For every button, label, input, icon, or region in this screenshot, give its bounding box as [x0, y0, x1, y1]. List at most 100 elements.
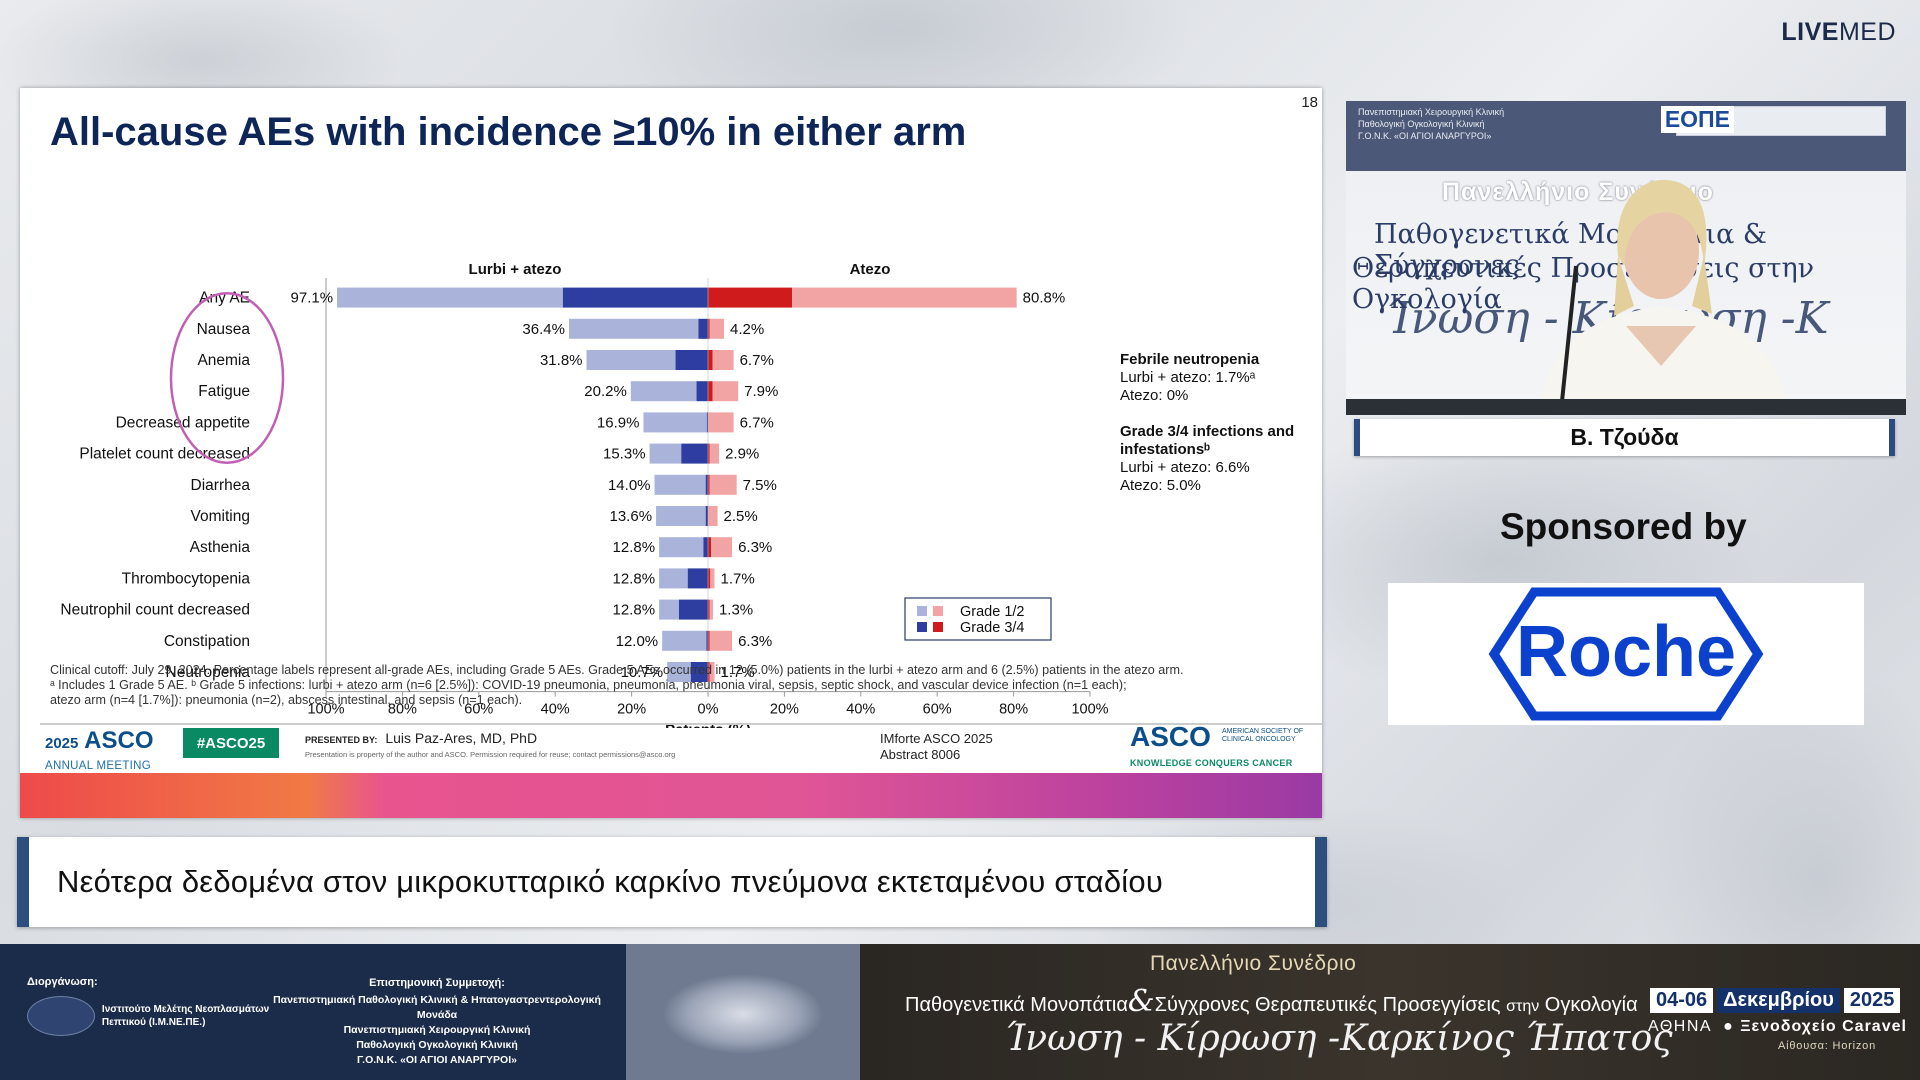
bar-right-grade12 — [709, 474, 737, 495]
legend-swatch-left-grade34 — [917, 622, 927, 632]
conference-info: Πανελλήνιο Συνέδριο Παθογενετικά Μονοπάτ… — [860, 944, 1920, 1080]
data-label-right: 6.3% — [738, 633, 772, 650]
bar-right-grade34 — [708, 318, 710, 339]
conference-date: 04-06 Δεκεμβρίου 2025 — [1650, 988, 1901, 1013]
bar-left-grade12 — [568, 318, 699, 339]
category-label: Decreased appetite — [116, 414, 250, 431]
bar-right-grade12 — [708, 506, 718, 526]
bar-left-grade12 — [659, 537, 704, 558]
bar-right-grade12 — [709, 630, 733, 651]
x-tick-label: 20% — [617, 702, 646, 718]
arm-label-right: Atezo — [850, 261, 891, 278]
x-tick-label: 20% — [770, 702, 799, 718]
legend-label-grade12: Grade 1/2 — [960, 604, 1025, 620]
legend-swatch-right-grade12 — [933, 606, 943, 616]
bar-right-grade12 — [792, 287, 1017, 308]
category-label: Diarrhea — [191, 477, 251, 494]
bar-right-grade34 — [708, 568, 711, 589]
bar-left-grade34 — [705, 474, 708, 495]
bar-left-grade12 — [586, 350, 676, 370]
imnepe-logo — [27, 996, 95, 1036]
asco-annual-meeting-logo: 2025 ASCO ANNUAL MEETING — [45, 727, 154, 773]
bar-right-grade12 — [709, 318, 725, 339]
bar-right-grade12 — [709, 443, 720, 464]
bar-right-grade12 — [708, 412, 734, 433]
bar-left-grade12 — [630, 381, 697, 402]
bar-left-grade34 — [706, 412, 708, 433]
conference-location: ΑΘΗΝΑ ● Ξενοδοχείο Caravel — [1648, 1018, 1907, 1035]
conference-banner: Διοργάνωση: Ινστιτούτο Μελέτης Νεοπλασμά… — [0, 944, 1920, 1080]
category-label: Neutrophil count decreased — [60, 602, 250, 619]
side-notes: Febrile neutropenia Lurbi + atezo: 1.7%ᵃ… — [1120, 351, 1320, 513]
data-label-left: 36.4% — [522, 321, 565, 338]
data-label-right: 2.9% — [725, 446, 759, 463]
bar-right-grade12 — [711, 537, 733, 558]
legend-swatch-left-grade12 — [917, 606, 927, 616]
bar-left-grade12 — [662, 630, 707, 651]
bar-left-grade12 — [643, 412, 707, 433]
category-label: Fatigue — [198, 383, 250, 400]
bar-right-grade34 — [708, 287, 793, 308]
ae-diverging-bar-chart: Lurbi + atezo Atezo 100% 80% 60% 40% 20% 0% 20% 4… — [60, 261, 1108, 728]
bar-left-grade12 — [649, 443, 682, 464]
data-label-right: 6.7% — [740, 352, 774, 369]
scientific-participation-block: Επιστημονική Συμμετοχή: Πανεπιστημιακή Π… — [273, 977, 601, 1066]
data-label-left: 12.8% — [613, 602, 656, 619]
bar-left-grade34 — [562, 287, 708, 308]
bar-right-grade34 — [708, 381, 713, 402]
bar-left-grade34 — [706, 630, 708, 651]
bar-right-grade34 — [708, 537, 712, 558]
bar-left-grade34 — [690, 662, 708, 682]
presentation-slide: 18 All-cause AEs with incidence ≥10% in … — [20, 88, 1322, 818]
data-label-right: 4.2% — [730, 321, 764, 338]
category-label: Platelet count decreased — [79, 446, 250, 463]
footer-divider — [40, 723, 1322, 725]
bar-left-grade34 — [678, 599, 708, 620]
data-label-right: 6.3% — [738, 539, 772, 556]
data-label-left: 16.9% — [597, 414, 640, 431]
data-label-right: 1.3% — [719, 602, 753, 619]
bar-left-grade34 — [687, 568, 708, 589]
organizer-block: Διοργάνωση: Ινστιτούτο Μελέτης Νεοπλασμά… — [27, 976, 269, 1036]
bar-right-grade34 — [708, 350, 713, 370]
data-label-left: 12.0% — [616, 633, 659, 650]
slide-number: 18 — [1301, 94, 1318, 111]
data-label-right: 7.9% — [744, 383, 778, 400]
bar-right-grade12 — [709, 662, 715, 682]
x-tick-label: 80% — [388, 702, 417, 718]
speaker-video: Πανεπιστημιακή Χειρουργική Κλινική Παθολο… — [1346, 101, 1906, 415]
arm-label-left: Lurbi + atezo — [469, 261, 562, 278]
legend-swatch-right-grade34 — [933, 622, 943, 632]
bar-left-grade12 — [337, 287, 563, 308]
bar-right-grade34 — [708, 662, 710, 682]
abstract-info: IMforte ASCO 2025 Abstract 8006 — [880, 731, 993, 762]
hashtag-badge: #ASCO25 — [183, 728, 279, 758]
x-tick-label: 100% — [1071, 702, 1108, 718]
presenter-info: PRESENTED BY: Luis Paz-Ares, MD, PhD Pres… — [305, 730, 676, 759]
bar-right-grade12 — [712, 381, 739, 402]
sponsored-by-label: Sponsored by — [1500, 506, 1747, 547]
bar-right-grade12 — [709, 599, 713, 620]
speaker-name: Β. Τζούδα — [1354, 419, 1895, 456]
slide-gradient-bar — [20, 773, 1322, 818]
infections-note: Grade 3/4 infections and infestationsᵇ L… — [1120, 423, 1295, 494]
category-label: Neutropenia — [166, 664, 251, 681]
livemed-logo: LIVEMED — [1781, 18, 1896, 46]
x-tick-label: 100% — [307, 702, 344, 718]
febrile-neutropenia-note: Febrile neutropenia Lurbi + atezo: 1.7%ᵃ… — [1120, 351, 1260, 404]
highlight-circle — [169, 291, 285, 465]
data-label-right: 80.8% — [1023, 290, 1066, 307]
slide-title: All-cause AEs with incidence ≥10% in eit… — [50, 110, 967, 154]
bar-right-grade12 — [712, 350, 734, 370]
data-label-left: 10.7% — [621, 664, 664, 681]
eope-logo: ΕΟΠΕ — [1660, 106, 1734, 133]
category-label: Asthenia — [190, 539, 251, 556]
data-label-left: 31.8% — [540, 352, 583, 369]
data-label-left: 12.8% — [613, 539, 656, 556]
data-label-left: 14.0% — [608, 477, 651, 494]
category-label: Anemia — [197, 352, 250, 369]
data-label-right: 6.7% — [740, 414, 774, 431]
lecture-subtitle: Νεότερα δεδομένα στον μικροκυτταρικό καρ… — [17, 837, 1327, 927]
bar-right-grade34 — [708, 443, 710, 464]
data-label-left: 97.1% — [291, 290, 334, 307]
